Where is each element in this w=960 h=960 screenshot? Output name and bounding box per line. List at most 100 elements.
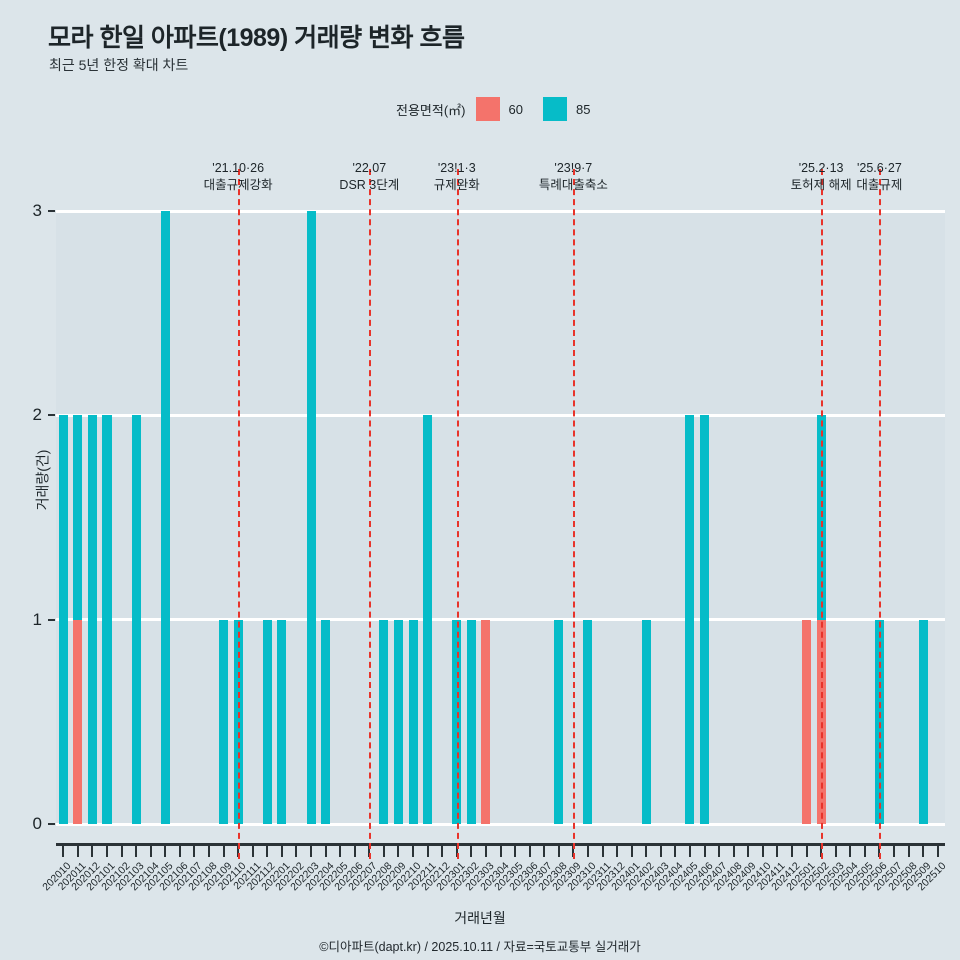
bar[interactable] (219, 619, 229, 824)
event-text: DSR 3단계 (339, 178, 400, 192)
y-tick-mark (48, 618, 55, 621)
legend-swatch-60 (475, 97, 500, 121)
bar[interactable] (160, 211, 170, 824)
x-tick-mark (776, 846, 779, 857)
event-marker-label: '22.07 DSR 3단계 (339, 160, 399, 194)
x-tick-mark (62, 846, 65, 857)
legend-swatch-85 (542, 97, 567, 121)
x-tick-mark (674, 846, 677, 857)
y-axis-title: 거래량(건) (34, 449, 51, 511)
x-tick-mark (324, 846, 327, 857)
x-tick-mark (484, 846, 487, 857)
bar[interactable] (554, 619, 564, 824)
x-tick-mark (790, 846, 793, 857)
legend: 전용면적(㎡) 60 85 (396, 96, 610, 122)
event-date: '23!9·7 (554, 161, 593, 175)
event-marker-line (369, 169, 372, 859)
event-marker-label: '21.10·26 대출규제강화 (204, 160, 273, 194)
bar[interactable] (233, 619, 243, 824)
y-tick-label: 0 (32, 814, 42, 833)
x-tick-mark (805, 846, 808, 857)
gridline (56, 618, 945, 622)
x-axis-title: 거래년월 (454, 910, 506, 926)
x-tick-mark (922, 846, 925, 857)
bar[interactable] (481, 619, 491, 824)
x-tick-mark (761, 846, 764, 857)
x-tick-mark (266, 846, 269, 857)
y-tick-label: 3 (32, 201, 42, 220)
bar[interactable] (306, 211, 316, 824)
x-tick-mark (178, 846, 181, 857)
x-tick-mark (76, 846, 79, 857)
bar[interactable] (685, 415, 695, 824)
bar[interactable] (700, 415, 710, 824)
x-tick-mark (397, 846, 400, 857)
chart-title: 모라 한일 아파트(1989) 거래량 변화 흐름 (48, 24, 465, 52)
bar[interactable] (321, 619, 331, 824)
x-tick-mark (688, 846, 691, 857)
bar[interactable] (73, 415, 83, 620)
bar[interactable] (408, 619, 418, 824)
x-tick-mark (208, 846, 211, 857)
chart-subtitle: 최근 5년 한정 확대 차트 (49, 57, 189, 73)
legend-label-85: 85 (575, 101, 591, 117)
event-marker-line (879, 169, 882, 859)
event-marker-label: '25.6·27 대출규제 (856, 160, 902, 194)
legend-label-60: 60 (508, 101, 523, 117)
x-tick-mark (295, 846, 298, 857)
bar[interactable] (58, 415, 68, 824)
bar[interactable] (802, 619, 812, 824)
legend-title: 전용면적(㎡) (396, 102, 466, 118)
x-tick-mark (353, 846, 356, 857)
y-tick-mark (48, 823, 55, 825)
bar[interactable] (641, 619, 651, 824)
x-tick-mark (280, 846, 283, 857)
x-tick-mark (747, 846, 750, 857)
x-tick-mark (193, 846, 196, 857)
bar[interactable] (262, 619, 272, 824)
x-tick-mark (703, 846, 706, 857)
x-tick-mark (863, 846, 866, 857)
bar[interactable] (423, 415, 433, 824)
x-tick-mark (470, 846, 473, 857)
event-marker-line (456, 169, 459, 859)
x-tick-mark (441, 846, 444, 857)
x-tick-mark (645, 846, 648, 857)
x-tick-mark (834, 846, 837, 857)
bar[interactable] (87, 415, 97, 824)
event-text: 대출규제강화 (203, 178, 273, 192)
gridline (56, 209, 945, 213)
x-tick-mark (907, 846, 910, 857)
plot-area (56, 209, 945, 826)
event-marker-line (821, 169, 824, 859)
x-tick-mark (222, 846, 225, 857)
bar[interactable] (393, 619, 403, 824)
event-text: 대출규제 (856, 178, 903, 192)
x-tick-mark (543, 846, 546, 857)
x-tick-mark (339, 846, 342, 857)
bar[interactable] (73, 619, 83, 824)
x-tick-mark (718, 846, 721, 857)
event-text: 특례대출축소 (538, 178, 608, 192)
x-tick-mark (528, 846, 531, 857)
x-tick-mark (892, 846, 895, 857)
bar[interactable] (583, 619, 593, 824)
x-tick-mark (499, 846, 502, 857)
event-date: '23!1·3 (437, 161, 476, 175)
bar[interactable] (277, 619, 287, 824)
x-tick-mark (120, 846, 123, 857)
bar[interactable] (379, 619, 389, 824)
event-date: '22.07 (352, 161, 387, 175)
bar[interactable] (466, 619, 476, 824)
event-text: 토허제 해제 (790, 178, 852, 192)
x-tick-mark (849, 846, 852, 857)
bar[interactable] (918, 619, 928, 824)
x-tick-mark (251, 846, 254, 857)
x-tick-mark (412, 846, 415, 857)
x-tick-mark (106, 846, 108, 857)
event-marker-label: '23!1·3 규제완화 (434, 160, 480, 194)
x-tick-mark (586, 846, 589, 857)
gridline (56, 413, 945, 417)
bar[interactable] (131, 415, 141, 824)
bar[interactable] (102, 415, 112, 824)
